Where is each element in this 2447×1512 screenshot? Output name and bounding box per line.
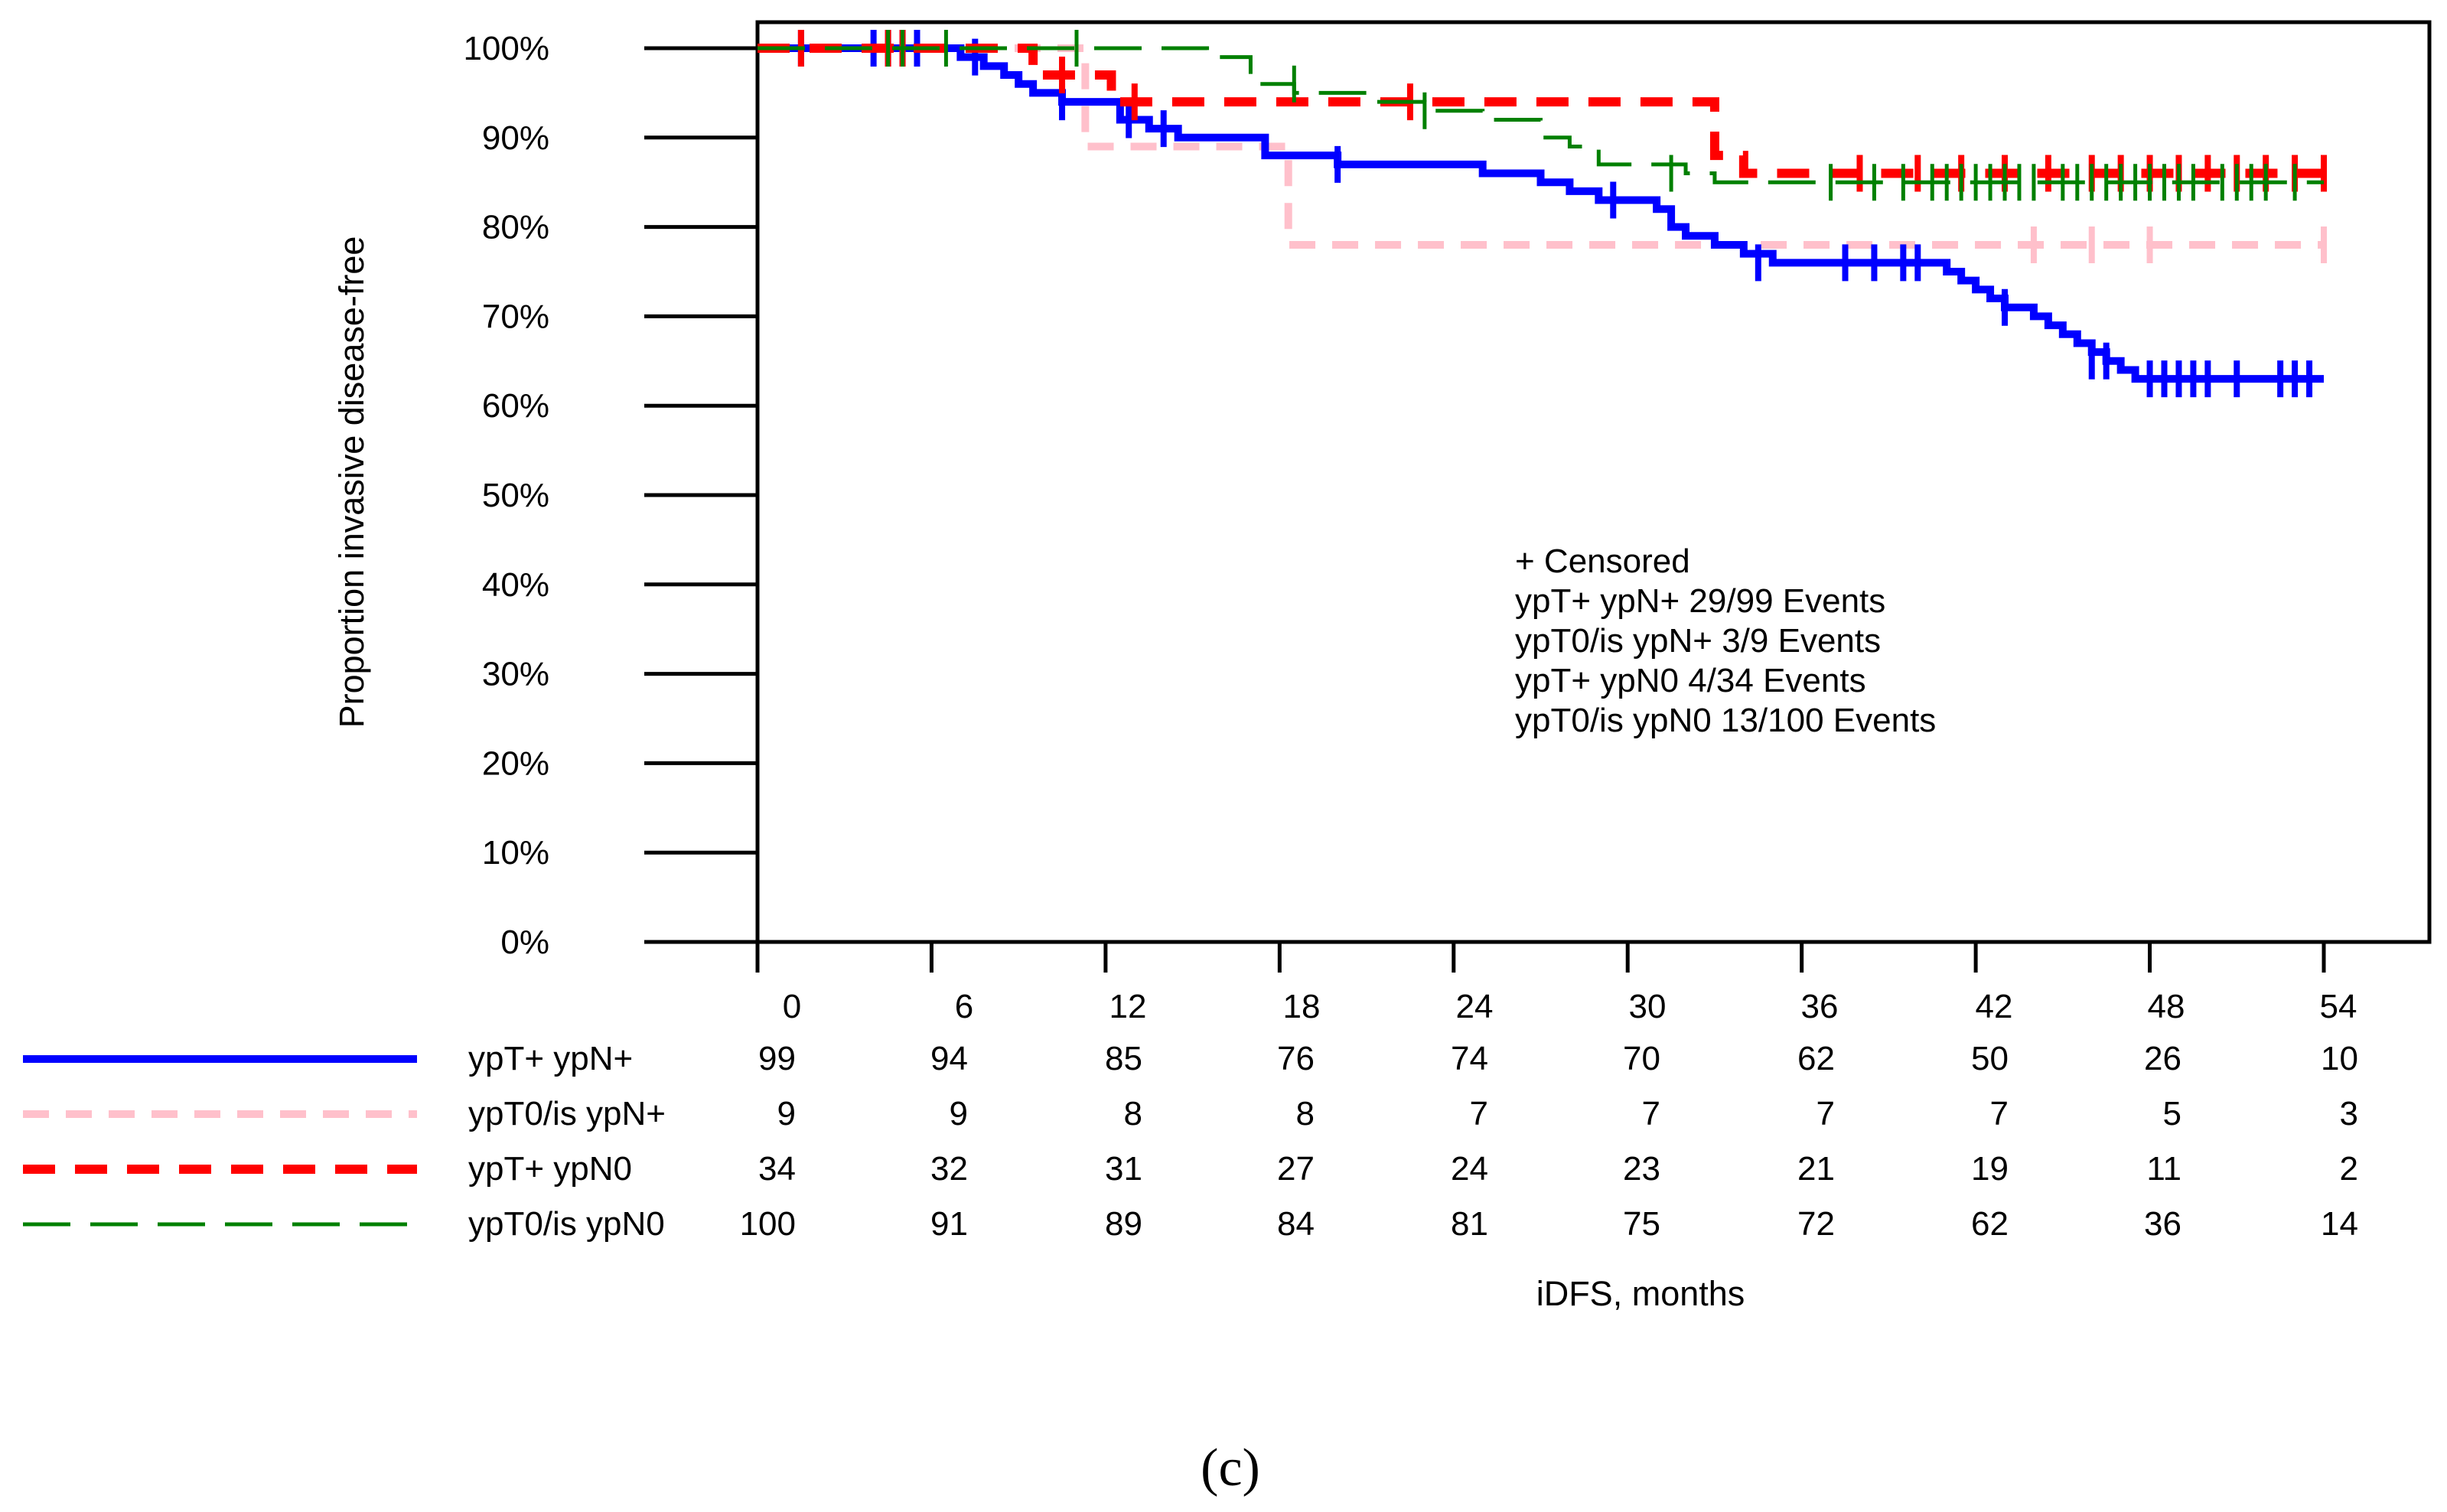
x-tick-label: 30 bbox=[1629, 988, 1667, 1025]
y-tick-label: 60% bbox=[482, 387, 549, 425]
y-tick-label: 30% bbox=[482, 656, 549, 693]
at-risk-count: 8 bbox=[1296, 1095, 1315, 1132]
legend-censored: + Censored bbox=[1515, 543, 1690, 580]
at-risk-count: 19 bbox=[1971, 1150, 2009, 1188]
at-risk-count: 7 bbox=[1470, 1095, 1488, 1132]
at-risk-count: 21 bbox=[1797, 1150, 1835, 1188]
risk-row-label: ypT0/is ypN+ bbox=[468, 1095, 666, 1132]
at-risk-count: 91 bbox=[930, 1205, 968, 1243]
at-risk-count: 81 bbox=[1451, 1205, 1488, 1243]
legend-entry: ypT0/is ypN0 13/100 Events bbox=[1515, 702, 1936, 739]
x-tick-label: 36 bbox=[1801, 988, 1839, 1025]
at-risk-count: 8 bbox=[1124, 1095, 1142, 1132]
at-risk-count: 50 bbox=[1971, 1040, 2009, 1077]
at-risk-count: 11 bbox=[2146, 1150, 2181, 1188]
at-risk-count: 9 bbox=[950, 1095, 968, 1132]
at-risk-count: 26 bbox=[2144, 1040, 2181, 1077]
at-risk-count: 7 bbox=[1817, 1095, 1835, 1132]
at-risk-count: 27 bbox=[1277, 1150, 1315, 1188]
at-risk-count: 75 bbox=[1623, 1205, 1660, 1243]
at-risk-count: 99 bbox=[758, 1040, 796, 1077]
x-tick-label: 48 bbox=[2148, 988, 2185, 1025]
series-line bbox=[758, 44, 2324, 249]
at-risk-count: 89 bbox=[1105, 1205, 1142, 1243]
at-risk-count: 7 bbox=[1990, 1095, 2009, 1132]
risk-row-label: ypT+ ypN+ bbox=[468, 1040, 633, 1077]
at-risk-count: 70 bbox=[1623, 1040, 1660, 1077]
y-tick-label: 90% bbox=[482, 119, 549, 157]
risk-row-label: ypT0/is ypN0 bbox=[468, 1205, 665, 1243]
y-tick-label: 50% bbox=[482, 477, 549, 514]
series-line bbox=[758, 44, 2324, 178]
at-risk-count: 10 bbox=[2321, 1040, 2358, 1077]
at-risk-count: 7 bbox=[1642, 1095, 1660, 1132]
series-layer bbox=[758, 30, 2327, 398]
at-risk-count: 23 bbox=[1623, 1150, 1660, 1188]
series-ypt0-is-ypn0 bbox=[758, 30, 2324, 201]
at-risk-count: 100 bbox=[740, 1205, 796, 1243]
at-risk-count: 94 bbox=[930, 1040, 968, 1077]
series-ypt-ypn0 bbox=[758, 30, 2327, 192]
x-tick-label: 24 bbox=[1456, 988, 1494, 1025]
figure-caption: (c) bbox=[1201, 1439, 1260, 1497]
at-risk-count: 31 bbox=[1105, 1150, 1142, 1188]
y-tick-label: 80% bbox=[482, 209, 549, 246]
x-tick-label: 42 bbox=[1976, 988, 2013, 1025]
at-risk-count: 2 bbox=[2340, 1150, 2358, 1188]
at-risk-count: 24 bbox=[1451, 1150, 1488, 1188]
at-risk-count: 3 bbox=[2340, 1095, 2358, 1132]
at-risk-count: 36 bbox=[2144, 1205, 2181, 1243]
at-risk-count: 84 bbox=[1277, 1205, 1315, 1243]
legend-entry: ypT+ ypN0 4/34 Events bbox=[1515, 662, 1866, 699]
at-risk-count: 62 bbox=[1797, 1040, 1835, 1077]
y-tick-label: 100% bbox=[463, 30, 549, 67]
legend-entry: ypT0/is ypN+ 3/9 Events bbox=[1515, 622, 1881, 660]
at-risk-count: 62 bbox=[1971, 1205, 2009, 1243]
at-risk-count: 32 bbox=[930, 1150, 968, 1188]
series-line bbox=[758, 46, 2324, 184]
y-tick-label: 20% bbox=[482, 745, 549, 782]
x-ticks: 0 6 12 18 24 30 36 42 48 54 bbox=[755, 942, 2357, 1025]
risk-row-label: ypT+ ypN0 bbox=[468, 1150, 632, 1188]
series-ypt-ypn- bbox=[758, 30, 2324, 398]
at-risk-count: 9 bbox=[777, 1095, 796, 1132]
y-tick-label: 70% bbox=[482, 298, 549, 335]
x-tick-label: 12 bbox=[1109, 988, 1147, 1025]
at-risk-count: 72 bbox=[1797, 1205, 1835, 1243]
x-tick-label: 6 bbox=[955, 988, 973, 1025]
y-tick-label: 0% bbox=[500, 924, 549, 961]
at-risk-count: 85 bbox=[1105, 1040, 1142, 1077]
x-axis-label: iDFS, months bbox=[1536, 1274, 1745, 1313]
y-tick-label: 10% bbox=[482, 834, 549, 872]
x-tick-label: 0 bbox=[783, 988, 801, 1025]
at-risk-count: 76 bbox=[1277, 1040, 1315, 1077]
legend-entry: ypT+ ypN+ 29/99 Events bbox=[1515, 582, 1885, 620]
at-risk-count: 74 bbox=[1451, 1040, 1488, 1077]
at-risk-count: 14 bbox=[2321, 1205, 2358, 1243]
y-axis-label: Proportion invasive disease-free bbox=[332, 236, 371, 728]
x-tick-label: 54 bbox=[2320, 988, 2357, 1025]
y-tick-label: 40% bbox=[482, 566, 549, 604]
at-risk-count: 34 bbox=[758, 1150, 796, 1188]
y-ticks: 0% 10% 20% 30% 40% 50% 60% 70% 80% 90% 100% bbox=[463, 30, 758, 961]
x-tick-label: 18 bbox=[1283, 988, 1321, 1025]
at-risk-count: 5 bbox=[2163, 1095, 2181, 1132]
